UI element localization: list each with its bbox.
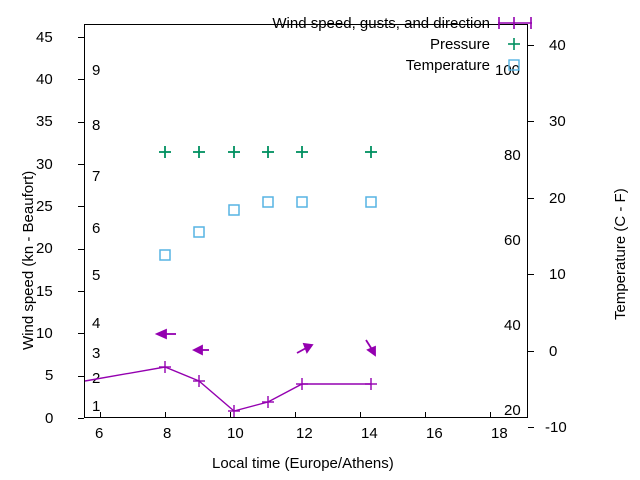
- x-tick-14: 14: [361, 425, 378, 442]
- y-right-tickmark: [528, 427, 534, 428]
- beaufort-label-4: 4: [92, 315, 101, 332]
- legend-label-pressure: Pressure: [429, 36, 490, 53]
- beaufort-label-8: 8: [92, 117, 101, 134]
- y-left-tick-35: 35: [36, 113, 53, 130]
- fahrenheit-label-60: 60: [504, 232, 521, 249]
- series-temperature: [159, 196, 377, 261]
- y-left-tickmark: [78, 376, 84, 377]
- x-tickmark: [165, 412, 166, 418]
- y-right-tick-10: 10: [549, 266, 566, 283]
- y-left-tickmark: [78, 37, 84, 38]
- x-tick-16: 16: [426, 425, 443, 442]
- x-tick-18: 18: [491, 425, 508, 442]
- y-right-tick-20: 20: [549, 190, 566, 207]
- y-right-tick-30: 30: [549, 113, 566, 130]
- y-right-tickmark: [528, 121, 534, 122]
- y-left-tickmark: [78, 249, 84, 250]
- y-left-tick-45: 45: [36, 29, 53, 46]
- x-tickmark: [295, 412, 296, 418]
- legend-sample-wind: [498, 17, 532, 29]
- y-right-tick-minus10: -10: [545, 419, 567, 436]
- y-left-tick-15: 15: [36, 283, 53, 300]
- wind-direction-arrow-southeast-2: [365, 339, 376, 357]
- y-left-tick-10: 10: [36, 325, 53, 342]
- beaufort-label-3: 3: [92, 345, 101, 362]
- y-left-tickmark: [78, 79, 84, 80]
- y-left-tick-40: 40: [36, 71, 53, 88]
- y-left-tickmark: [78, 418, 84, 419]
- fahrenheit-label-40: 40: [504, 317, 521, 334]
- x-tickmark: [230, 412, 231, 418]
- beaufort-label-7: 7: [92, 168, 101, 185]
- fahrenheit-label-100: 100: [495, 62, 521, 79]
- fahrenheit-label-20: 20: [504, 402, 521, 419]
- x-tick-10: 10: [227, 425, 244, 442]
- x-tickmark: [100, 412, 101, 418]
- y-right-tick-0: 0: [549, 343, 558, 360]
- legend-sample-pressure: [508, 38, 520, 50]
- y-right-tick-40: 40: [549, 37, 566, 54]
- y-left-tickmark: [78, 291, 84, 292]
- y-right-tickmark: [528, 45, 534, 46]
- beaufort-label-1: 1: [92, 398, 101, 415]
- x-tick-6: 6: [95, 425, 104, 442]
- fahrenheit-label-80: 80: [504, 147, 521, 164]
- x-tick-8: 8: [163, 425, 172, 442]
- x-tickmark: [425, 412, 426, 418]
- beaufort-label-9: 9: [92, 62, 101, 79]
- x-tickmark: [490, 412, 491, 418]
- series-wind-speed: [84, 361, 377, 417]
- y-left-tick-20: 20: [36, 240, 53, 257]
- plot-area: [84, 24, 528, 418]
- wind-direction-arrow-west: [154, 328, 176, 340]
- x-axis-title: Local time (Europe/Athens): [212, 455, 394, 472]
- legend-sample-temperature: [508, 59, 520, 71]
- x-tick-12: 12: [296, 425, 313, 442]
- y-left-tickmark: [78, 122, 84, 123]
- wind-direction-arrow-southeast: [296, 342, 314, 354]
- y-left-tick-30: 30: [36, 156, 53, 173]
- y-left-tick-0: 0: [45, 410, 54, 427]
- legend-label-temperature: Temperature: [405, 57, 490, 74]
- y-left-tick-25: 25: [36, 198, 53, 215]
- beaufort-label-6: 6: [92, 220, 101, 237]
- y-right-tickmark: [528, 274, 534, 275]
- wind-direction-arrows: [154, 328, 376, 357]
- legend-label-wind: Wind speed, gusts, and direction: [272, 15, 490, 32]
- y-right-tickmark: [528, 351, 534, 352]
- y-left-tickmark: [78, 333, 84, 334]
- wind-direction-arrow-west-2: [191, 344, 209, 356]
- y-left-tickmark: [78, 164, 84, 165]
- x-tickmark: [360, 412, 361, 418]
- series-pressure: [159, 146, 377, 158]
- y-right-tickmark: [528, 198, 534, 199]
- y-left-tickmark: [78, 206, 84, 207]
- beaufort-label-5: 5: [92, 267, 101, 284]
- y-left-tick-5: 5: [45, 367, 54, 384]
